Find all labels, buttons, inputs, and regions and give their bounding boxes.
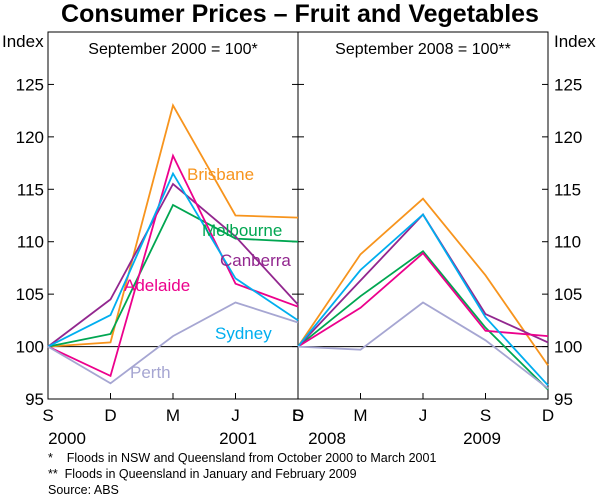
x-tick-label: M (166, 406, 180, 425)
y-tick-label-left: 105 (16, 285, 44, 304)
footnote-2: ** Floods in Queensland in January and F… (48, 467, 357, 481)
series-line-perth-panel-1 (47, 301, 299, 385)
x-tick-label: D (542, 406, 554, 425)
x-tick-label: D (104, 406, 116, 425)
series-line-canberra-panel-1 (47, 182, 299, 348)
y-tick-label-left: 100 (16, 338, 44, 357)
x-year-label: 2008 (308, 429, 346, 448)
series-label-adelaide: Adelaide (124, 276, 190, 295)
y-tick-label-right: 110 (554, 233, 581, 252)
series-label-sydney: Sydney (215, 324, 272, 343)
x-year-label: 2009 (463, 429, 501, 448)
y-tick-label-right: 95 (554, 390, 573, 409)
series-line-melbourne-panel-2 (297, 249, 549, 391)
y-tick-label-left: 125 (16, 75, 44, 94)
x-tick-label: S (480, 406, 491, 425)
panel-title-2: September 2008 = 100** (335, 41, 511, 58)
x-tick-label: S (292, 406, 303, 425)
y-axis-label-left: Index (2, 32, 44, 51)
x-tick-label: S (42, 406, 53, 425)
series-line-sydney-panel-1 (47, 171, 299, 348)
panel-title-1: September 2000 = 100* (88, 41, 257, 58)
series-line-adelaide-panel-2 (297, 251, 549, 348)
series-label-canberra: Canberra (220, 251, 291, 270)
series-line-sydney-panel-2 (297, 213, 549, 387)
y-tick-label-right: 120 (554, 128, 582, 147)
series-label-perth: Perth (130, 363, 171, 382)
y-tick-label-left: 110 (17, 233, 44, 252)
x-tick-label: J (419, 406, 428, 425)
series-line-brisbane-panel-1 (47, 103, 299, 348)
x-tick-label: M (353, 406, 367, 425)
x-year-label: 2000 (48, 429, 86, 448)
series-label-brisbane: Brisbane (187, 165, 254, 184)
y-axis-label-right: Index (554, 32, 596, 51)
footnote-1: * Floods in NSW and Queensland from Octo… (48, 451, 436, 465)
series-line-brisbane-panel-2 (297, 197, 549, 366)
x-tick-label: J (231, 406, 240, 425)
chart-title: Consumer Prices – Fruit and Vegetables (61, 0, 539, 28)
series-label-melbourne: Melbourne (202, 221, 282, 240)
series-line-canberra-panel-2 (297, 213, 549, 348)
y-tick-label-left: 95 (25, 390, 44, 409)
x-tick-label: D (292, 406, 304, 425)
y-tick-label-right: 100 (554, 338, 582, 357)
y-tick-label-left: 115 (17, 180, 44, 199)
y-tick-label-left: 120 (16, 128, 44, 147)
x-year-label: 2001 (219, 429, 257, 448)
y-tick-label-right: 125 (554, 75, 582, 94)
y-tick-label-right: 105 (554, 285, 582, 304)
series-line-melbourne-panel-1 (47, 203, 299, 348)
series-line-perth-panel-2 (297, 301, 549, 390)
y-tick-label-right: 115 (554, 180, 581, 199)
source-note: Source: ABS (48, 483, 119, 497)
